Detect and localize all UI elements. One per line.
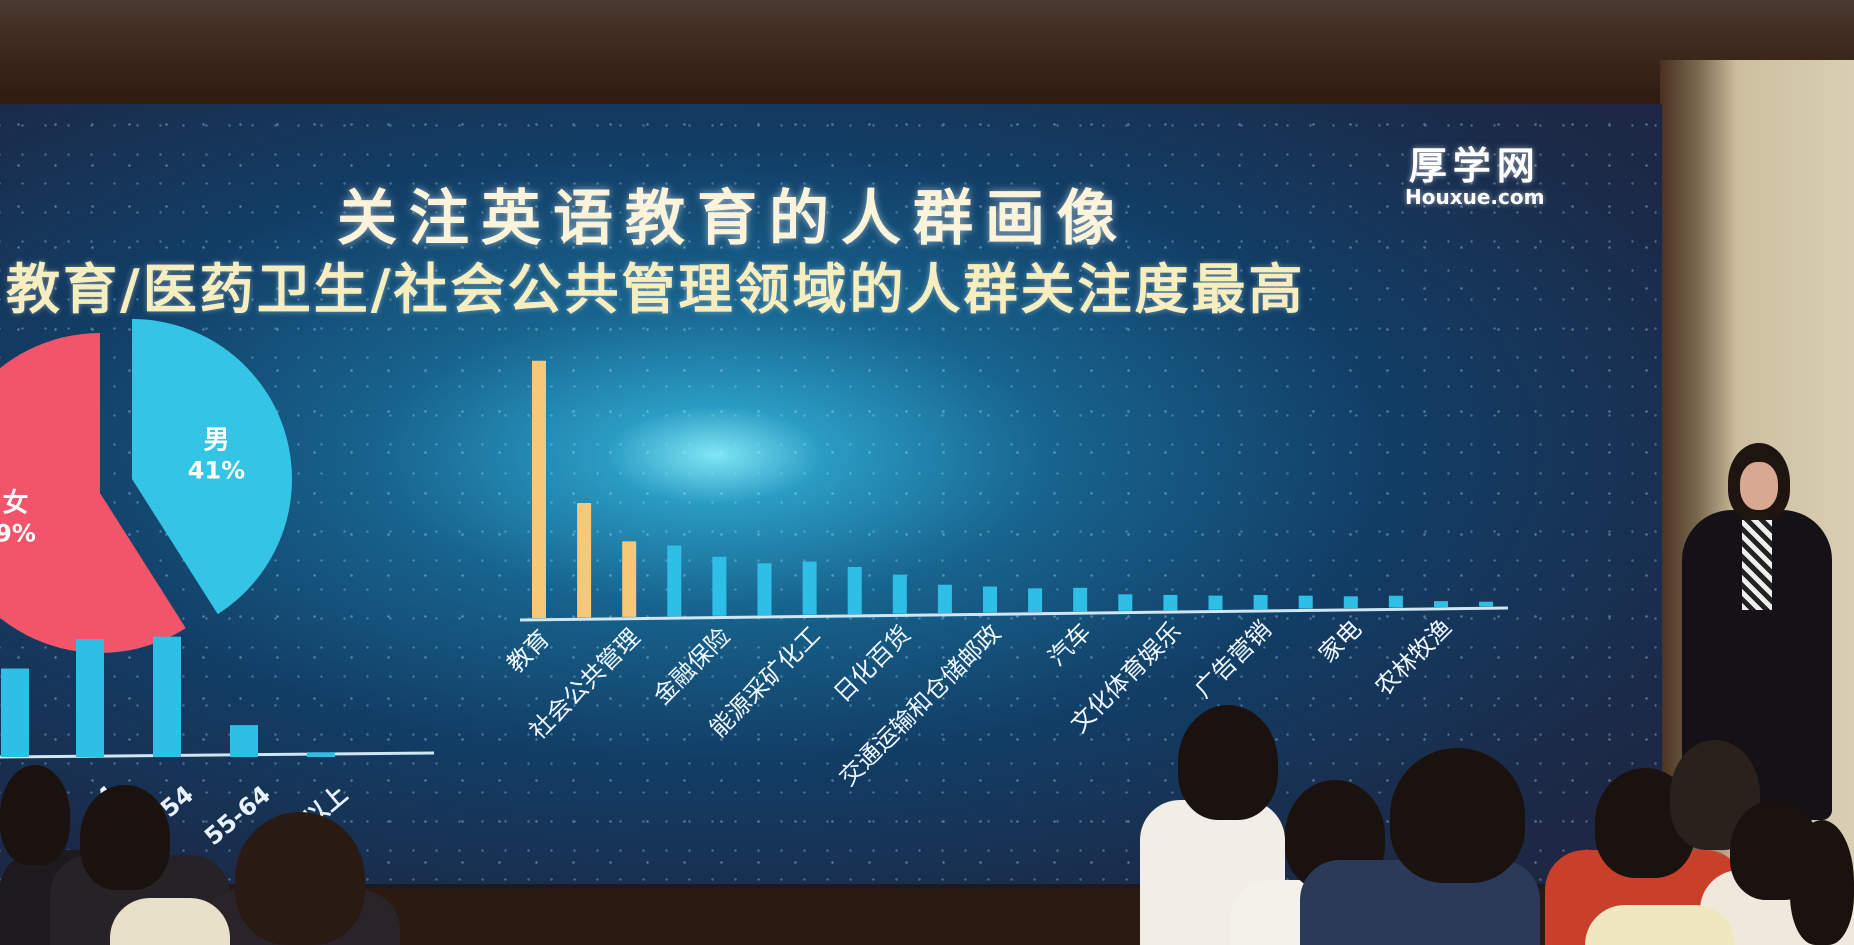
industry-bar [1073, 587, 1088, 612]
pie-slice-male [132, 319, 293, 615]
industry-bar [1388, 595, 1403, 608]
industry-axis-line [519, 606, 1509, 622]
industry-bar [1163, 594, 1178, 611]
industry-bar [532, 360, 546, 618]
ceiling [0, 0, 1854, 110]
industry-bar [1118, 594, 1133, 611]
age-bar [76, 639, 104, 757]
industry-bar [577, 502, 592, 618]
industry-bar [1028, 588, 1043, 612]
industry-bar [1253, 595, 1268, 610]
industry-tick-label: 日化百货 [828, 620, 916, 708]
industry-bar [622, 541, 637, 617]
age-bar [230, 725, 258, 757]
houxue-logo: 厚学网 Houxue.com [1405, 146, 1544, 208]
pie-category-label: 女 [2, 488, 28, 519]
industry-bar [1208, 595, 1223, 610]
logo-en: Houxue.com [1405, 185, 1545, 209]
age-bar [153, 636, 181, 757]
industry-bar [712, 556, 727, 616]
slide-subtitle: 教育/医药卫生/社会公共管理领域的人群关注度最高 [6, 258, 1306, 321]
industry-bar [892, 574, 907, 614]
industry-bar [1298, 595, 1313, 609]
industry-bar [1479, 601, 1494, 607]
industry-bar [667, 545, 682, 617]
age-axis-line [0, 751, 435, 759]
industry-bar [802, 561, 817, 615]
pie-value-label: 41% [188, 456, 245, 484]
age-bar [307, 752, 335, 757]
age-bar [1, 668, 29, 757]
industry-tick-label: 交通运输和仓储邮政 [834, 619, 1007, 792]
industry-tick-label: 汽车 [1043, 618, 1097, 672]
industry-tick-label: 农林牧渔 [1370, 613, 1458, 701]
pie-value-label: 9% [0, 520, 36, 548]
industry-tick-label: 家电 [1313, 615, 1367, 669]
industry-bar [937, 584, 952, 614]
industry-bar [757, 563, 772, 616]
logo-cn: 厚学网 [1408, 144, 1541, 188]
pie-category-label: 男 [203, 425, 229, 455]
industry-bar [847, 566, 862, 615]
industry-bar [1343, 596, 1358, 609]
industry-bar [1434, 601, 1448, 607]
industry-bar [983, 586, 997, 613]
industry-tick-label: 金融保险 [648, 622, 736, 710]
industry-tick-label: 广告营销 [1189, 616, 1277, 704]
industry-tick-label: 教育 [502, 624, 556, 678]
pie-slice-female [0, 333, 186, 653]
slide-title: 关注英语教育的人群画像 [337, 184, 1129, 254]
